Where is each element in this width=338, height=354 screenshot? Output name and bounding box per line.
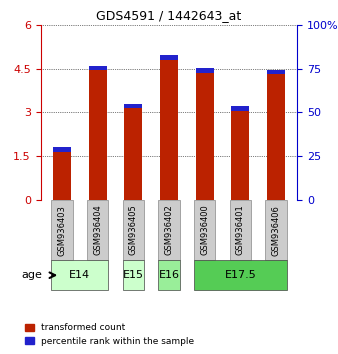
Bar: [160, 60, 178, 200]
Text: GSM936403: GSM936403: [57, 205, 67, 256]
FancyBboxPatch shape: [265, 200, 287, 260]
Bar: [267, 70, 285, 74]
Bar: [124, 104, 142, 108]
Bar: [196, 73, 214, 200]
Bar: [89, 70, 106, 200]
Bar: [89, 65, 106, 70]
FancyBboxPatch shape: [51, 260, 108, 290]
Text: GSM936404: GSM936404: [93, 205, 102, 256]
FancyBboxPatch shape: [194, 200, 215, 260]
Bar: [53, 147, 71, 152]
Text: E14: E14: [69, 270, 90, 280]
Bar: [232, 111, 249, 200]
Text: GSM936402: GSM936402: [165, 205, 173, 256]
Bar: [53, 152, 71, 200]
Text: GSM936405: GSM936405: [129, 205, 138, 256]
Bar: [160, 55, 178, 60]
Legend: transformed count, percentile rank within the sample: transformed count, percentile rank withi…: [21, 320, 198, 349]
Bar: [232, 105, 249, 111]
Text: age: age: [22, 270, 42, 280]
Text: GSM936401: GSM936401: [236, 205, 245, 256]
FancyBboxPatch shape: [158, 200, 180, 260]
Bar: [124, 108, 142, 200]
FancyBboxPatch shape: [158, 260, 180, 290]
Bar: [267, 74, 285, 200]
FancyBboxPatch shape: [87, 200, 108, 260]
FancyBboxPatch shape: [194, 260, 287, 290]
FancyBboxPatch shape: [230, 200, 251, 260]
Bar: [196, 68, 214, 73]
Text: GSM936406: GSM936406: [271, 205, 281, 256]
Title: GDS4591 / 1442643_at: GDS4591 / 1442643_at: [96, 9, 242, 22]
FancyBboxPatch shape: [51, 200, 73, 260]
FancyBboxPatch shape: [123, 260, 144, 290]
FancyBboxPatch shape: [123, 200, 144, 260]
Text: E15: E15: [123, 270, 144, 280]
Text: GSM936400: GSM936400: [200, 205, 209, 256]
Text: E16: E16: [159, 270, 179, 280]
Text: E17.5: E17.5: [224, 270, 256, 280]
